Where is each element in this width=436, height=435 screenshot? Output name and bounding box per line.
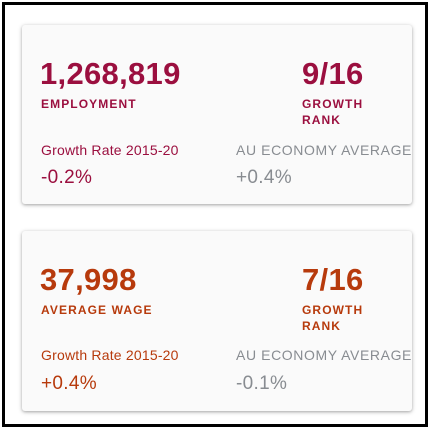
employment-growth-rate-label: Growth Rate 2015-20	[41, 142, 179, 158]
wage-growth-rank-label: GROWTH RANK	[302, 302, 382, 334]
wage-growth-rate-value: +0.4%	[41, 373, 97, 394]
rank-label-line1: GROWTH	[302, 303, 364, 317]
employment-label: EMPLOYMENT	[41, 97, 137, 111]
employment-au-average-label: AU ECONOMY AVERAGE	[236, 142, 412, 158]
rank-label-line1: GROWTH	[302, 97, 364, 111]
employment-value: 1,268,819	[40, 56, 181, 91]
wage-growth-rank-value: 7/16	[302, 262, 364, 297]
employment-growth-rank-label: GROWTH RANK	[302, 96, 382, 128]
wage-growth-rate-label: Growth Rate 2015-20	[41, 347, 179, 363]
wage-au-average-value: -0.1%	[236, 373, 288, 394]
rank-label-line2: RANK	[302, 113, 342, 127]
average-wage-value: 37,998	[40, 262, 137, 297]
rank-label-line2: RANK	[302, 319, 342, 333]
wage-au-average-label: AU ECONOMY AVERAGE	[236, 347, 412, 363]
widget-frame: 1,268,819 EMPLOYMENT 9/16 GROWTH RANK Gr…	[2, 2, 428, 427]
average-wage-card: 37,998 AVERAGE WAGE 7/16 GROWTH RANK Gro…	[22, 231, 412, 411]
employment-card: 1,268,819 EMPLOYMENT 9/16 GROWTH RANK Gr…	[22, 25, 412, 204]
average-wage-label: AVERAGE WAGE	[41, 303, 153, 317]
employment-growth-rank-value: 9/16	[302, 56, 364, 91]
employment-growth-rate-value: -0.2%	[41, 167, 93, 188]
employment-au-average-value: +0.4%	[236, 167, 292, 188]
